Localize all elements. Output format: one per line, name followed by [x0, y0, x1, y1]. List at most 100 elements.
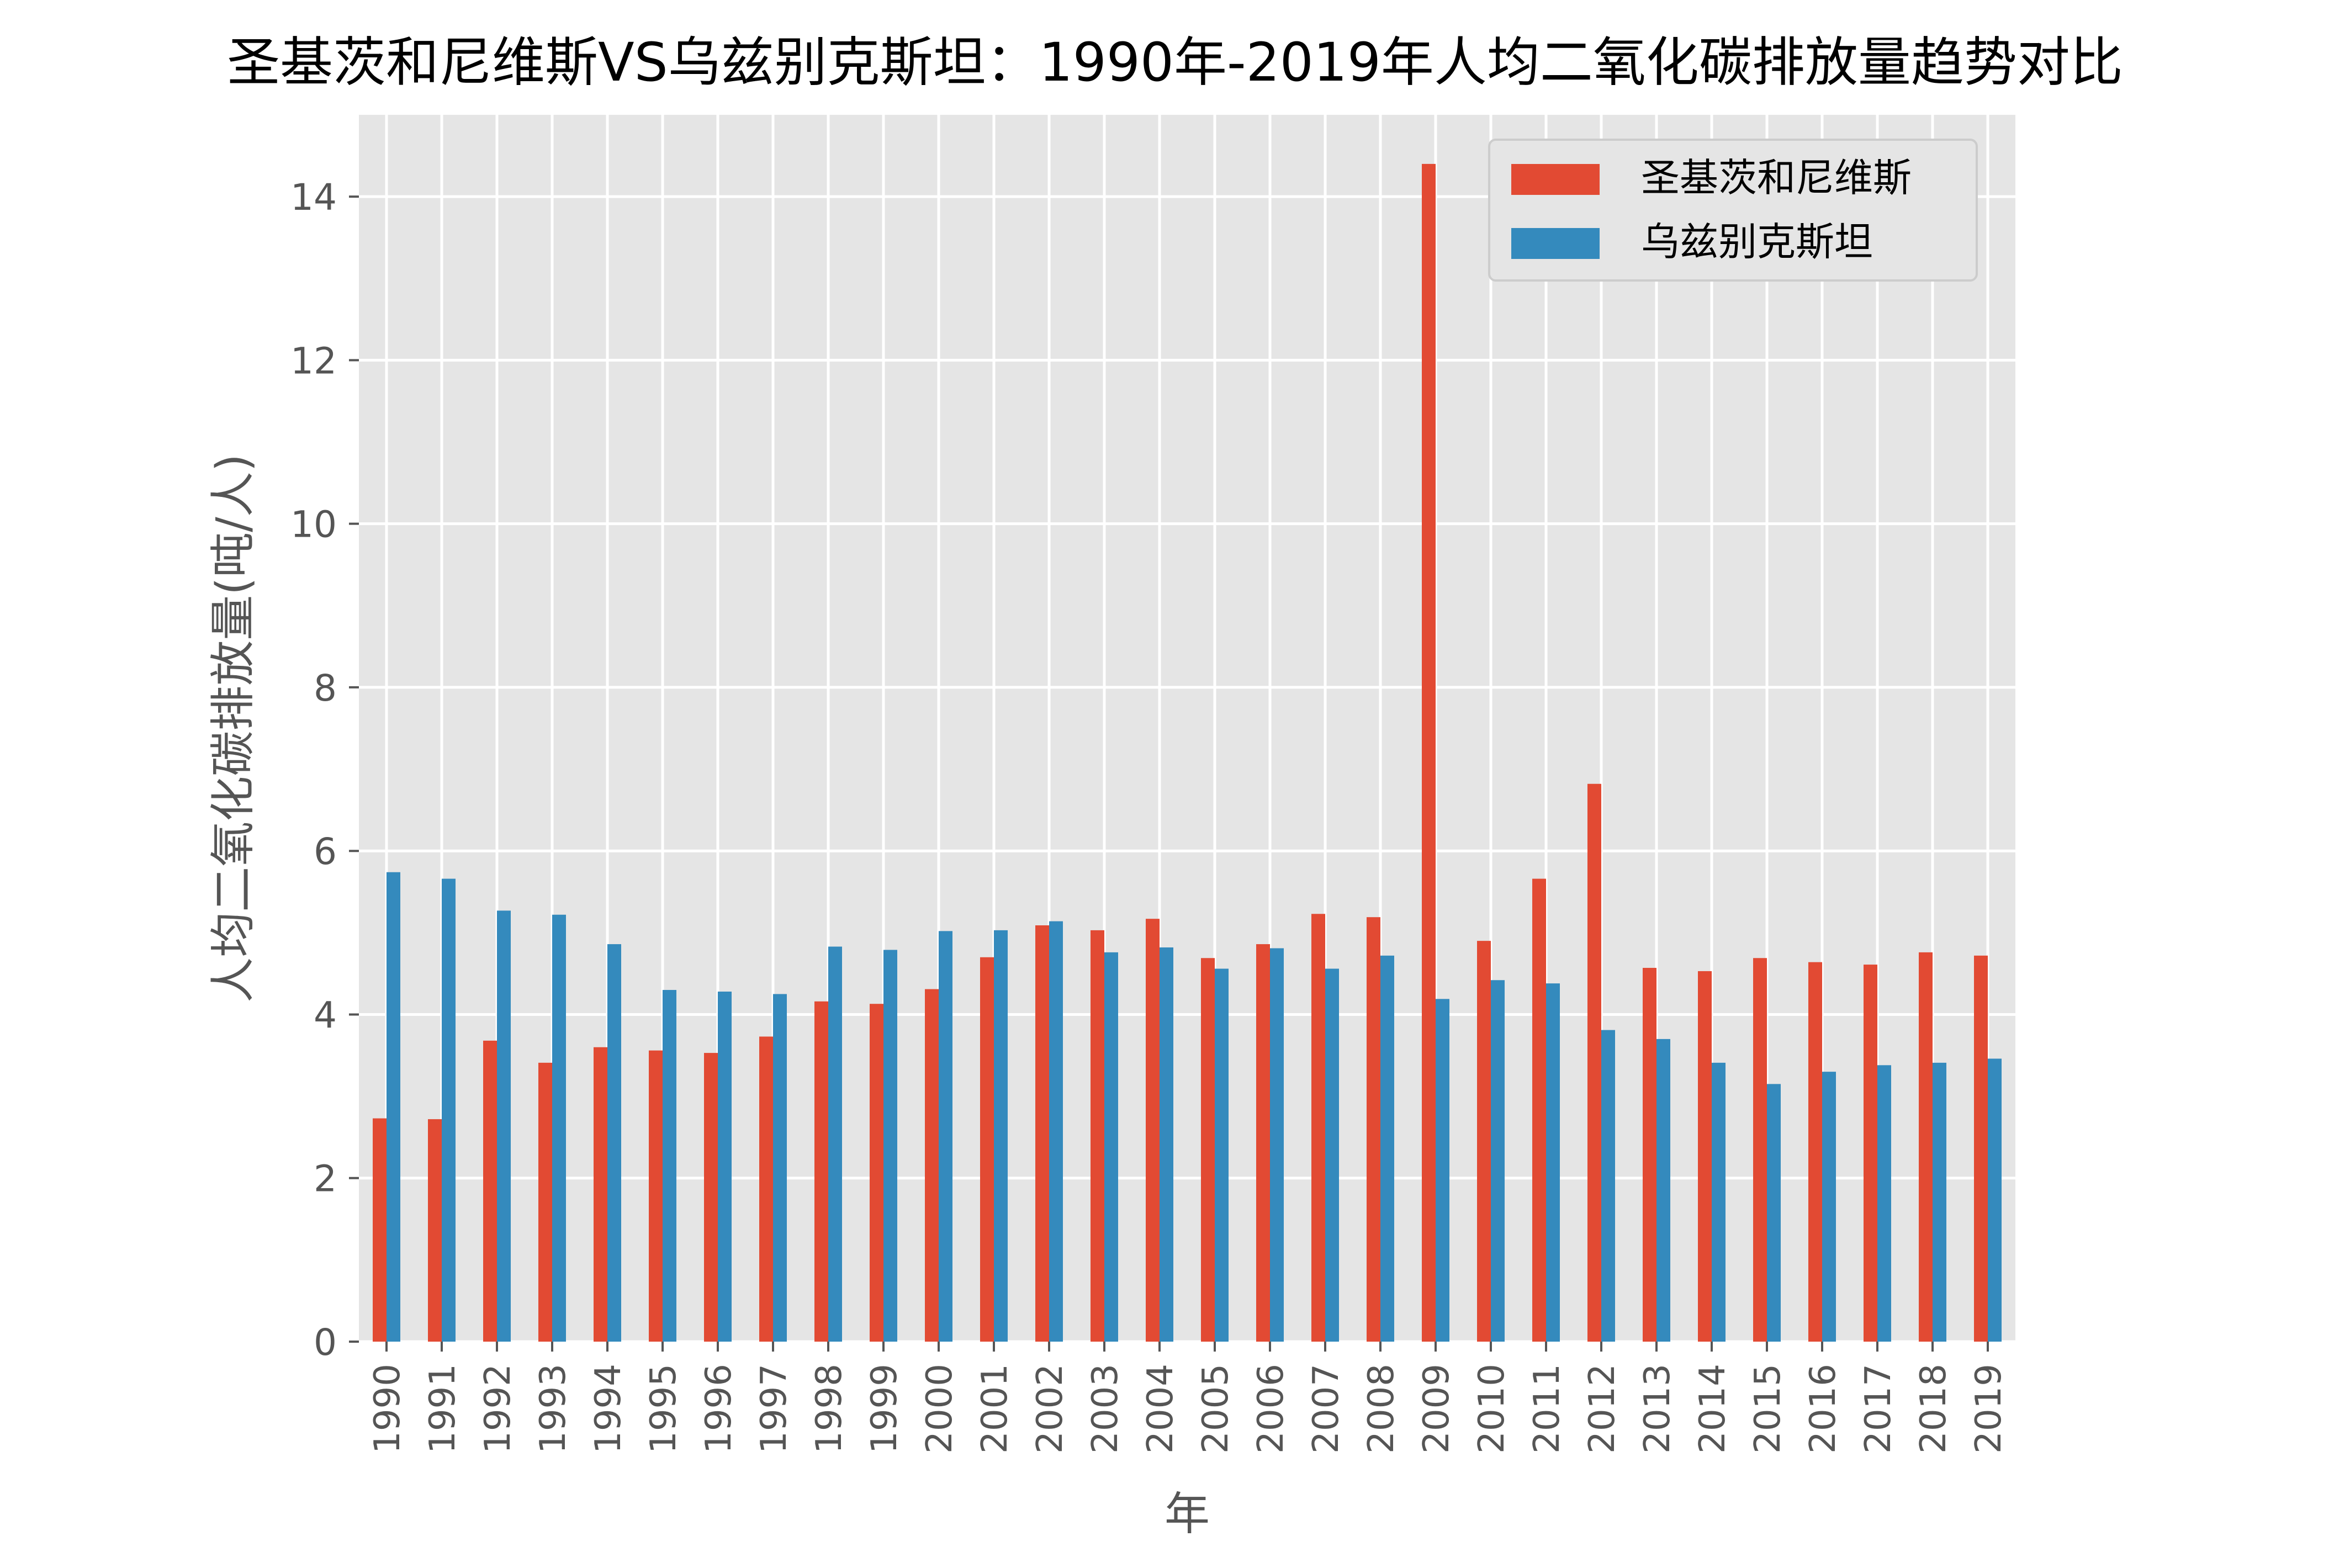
x-tick-label: 1990 [367, 1364, 408, 1454]
chart-title: 圣基茨和尼维斯VS乌兹别克斯坦：1990年-2019年人均二氧化碳排放量趋势对比 [227, 31, 2123, 93]
bars-group [373, 163, 2002, 1342]
x-tick-label: 1992 [478, 1364, 518, 1454]
x-tick-label: 2003 [1085, 1364, 1126, 1454]
bar-series-1-2009 [1422, 163, 1436, 1342]
x-tick-label: 2017 [1858, 1364, 1899, 1454]
x-tick-label: 2000 [919, 1364, 960, 1454]
bar-series-2-2003 [1104, 952, 1118, 1342]
x-axis-label: 年 [1165, 1488, 1210, 1540]
x-axis: 1990 1991 1992 1993 1994 1995 1996 1997 1998 1999… [367, 1342, 2009, 1454]
x-tick-label: 2016 [1803, 1364, 1844, 1454]
bar-series-1-2003 [1091, 930, 1104, 1342]
bar-series-1-2018 [1919, 952, 1933, 1342]
bar-series-1-2016 [1808, 962, 1822, 1342]
bar-series-1-2005 [1201, 958, 1215, 1342]
x-tick-label: 1993 [533, 1364, 574, 1454]
legend-label-series-1: 圣基茨和尼维斯 [1641, 155, 1912, 200]
bar-series-2-2008 [1380, 955, 1394, 1342]
x-tick-label: 1991 [422, 1364, 463, 1454]
x-tick-label: 2018 [1913, 1364, 1954, 1454]
bar-series-2-2004 [1160, 947, 1173, 1342]
x-tick-label: 2006 [1251, 1364, 1292, 1454]
bar-series-2-2013 [1656, 1039, 1670, 1342]
x-tick-label: 2001 [975, 1364, 1015, 1454]
legend-label-series-2: 乌兹别克斯坦 [1641, 219, 1873, 264]
plot-area [359, 115, 2015, 1342]
bar-series-2-1999 [883, 950, 897, 1342]
x-tick-label: 2008 [1361, 1364, 1402, 1454]
x-tick-label: 2015 [1748, 1364, 1788, 1454]
bar-series-1-2000 [925, 989, 939, 1342]
bar-series-2-2018 [1933, 1062, 1946, 1342]
bar-series-2-2015 [1767, 1084, 1781, 1342]
y-tick-label: 0 [314, 1321, 337, 1364]
bar-series-2-1998 [828, 946, 842, 1342]
bar-series-2-2016 [1822, 1072, 1836, 1342]
bar-series-1-1999 [870, 1004, 883, 1342]
x-tick-label: 1999 [864, 1364, 905, 1454]
bar-series-1-2019 [1974, 955, 1988, 1342]
y-tick-label: 8 [314, 667, 337, 709]
y-tick-label: 10 [290, 504, 337, 546]
bar-series-1-2008 [1367, 917, 1380, 1342]
bar-series-1-2006 [1256, 944, 1270, 1342]
y-axis-label: 人均二氧化碳排放量(吨/人) [207, 454, 260, 1003]
y-axis: 0 2 4 6 8 10 12 14 [290, 176, 359, 1364]
x-tick-label: 1998 [809, 1364, 850, 1454]
bar-series-2-2014 [1712, 1062, 1726, 1342]
bar-series-2-2011 [1546, 983, 1560, 1342]
x-tick-label: 2012 [1582, 1364, 1623, 1454]
x-tick-label: 2004 [1140, 1364, 1181, 1454]
bar-series-2-2000 [939, 931, 952, 1342]
legend-swatch-series-2 [1511, 228, 1600, 259]
y-tick-label: 12 [290, 340, 337, 382]
bar-series-1-1991 [428, 1119, 442, 1342]
y-tick-label: 14 [290, 176, 337, 219]
bar-series-2-2005 [1215, 968, 1229, 1342]
bar-series-2-2012 [1601, 1030, 1615, 1342]
bar-series-1-2010 [1477, 941, 1491, 1342]
y-tick-label: 2 [314, 1158, 337, 1200]
x-tick-label: 2014 [1692, 1364, 1733, 1454]
bar-series-1-2011 [1532, 878, 1546, 1342]
x-tick-label: 2002 [1030, 1364, 1071, 1454]
bar-series-2-2010 [1491, 980, 1505, 1342]
bar-series-1-1998 [814, 1001, 828, 1342]
bar-series-1-1994 [594, 1047, 607, 1342]
x-tick-label: 1994 [588, 1364, 629, 1454]
bar-series-2-1996 [718, 991, 732, 1342]
x-tick-label: 1997 [754, 1364, 795, 1454]
x-tick-label: 2009 [1416, 1364, 1457, 1454]
x-tick-label: 1996 [698, 1364, 739, 1454]
bar-series-2-1991 [442, 878, 456, 1342]
bar-series-1-2001 [980, 957, 994, 1342]
bar-series-2-1990 [387, 872, 400, 1342]
bar-series-2-1997 [773, 994, 787, 1342]
bar-series-1-1997 [759, 1036, 773, 1342]
bar-series-1-2007 [1311, 914, 1325, 1342]
legend-swatch-series-1 [1511, 164, 1600, 195]
bar-series-2-2001 [994, 930, 1008, 1342]
bar-series-2-1994 [607, 944, 621, 1342]
legend-box [1488, 139, 1978, 282]
x-tick-label: 2007 [1306, 1364, 1347, 1454]
x-tick-label: 2005 [1195, 1364, 1236, 1454]
bar-series-1-1992 [483, 1040, 497, 1342]
y-tick-label: 4 [314, 994, 337, 1036]
legend: 圣基茨和尼维斯 乌兹别克斯坦 [1488, 139, 1978, 282]
bar-series-2-2019 [1988, 1058, 2002, 1342]
x-tick-label: 2019 [1968, 1364, 2009, 1454]
bar-series-2-2007 [1325, 968, 1339, 1342]
bar-series-1-1990 [373, 1118, 387, 1342]
bar-series-2-2002 [1049, 921, 1063, 1342]
bar-series-1-2017 [1864, 965, 1877, 1342]
x-tick-label: 1995 [643, 1364, 684, 1454]
bar-series-1-2013 [1643, 968, 1656, 1342]
bar-series-1-2014 [1698, 971, 1712, 1342]
bar-series-1-2004 [1146, 919, 1160, 1342]
bar-series-2-2009 [1436, 999, 1449, 1342]
bar-series-1-1995 [649, 1050, 663, 1342]
bar-series-1-2002 [1035, 925, 1049, 1342]
